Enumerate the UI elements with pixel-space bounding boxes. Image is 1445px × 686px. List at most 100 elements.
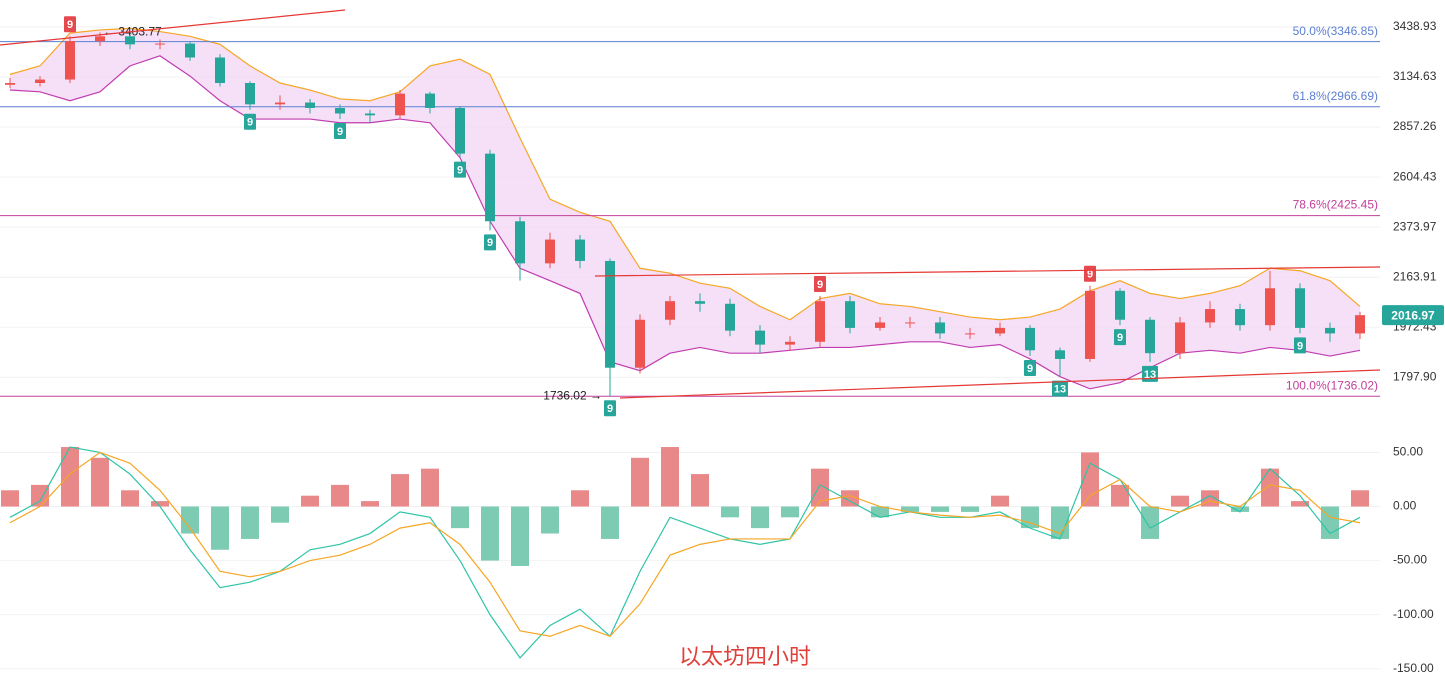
macd-bar [781, 506, 799, 518]
td-marker-label: 9 [337, 126, 343, 138]
channel-bottom [619, 369, 1381, 399]
band-upper [9, 27, 1361, 321]
candle-body [215, 57, 225, 84]
macd-bar [451, 506, 469, 529]
y-tick-label: -50.00 [1393, 553, 1427, 567]
macd-bar [931, 506, 949, 512]
macd-bar [601, 506, 619, 539]
macd-bar [1231, 506, 1249, 512]
macd-bar [121, 490, 139, 507]
fib-label: 61.8%(2966.69) [1293, 89, 1378, 103]
candle-body [305, 102, 315, 108]
td-marker-label: 9 [1297, 340, 1303, 352]
candle-body [665, 301, 675, 320]
macd-bar [751, 506, 769, 529]
macd-bar [871, 506, 889, 518]
td-marker-label: 9 [457, 165, 463, 177]
y-tick-label: 50.00 [1393, 445, 1423, 459]
candle-body [785, 341, 795, 345]
price-annotation: 1736.02 → [543, 388, 602, 402]
td-marker [454, 161, 466, 178]
candle-body [5, 83, 15, 85]
td-marker-label: 13 [1054, 384, 1066, 396]
td-marker [1294, 337, 1306, 354]
candle-body [725, 303, 735, 331]
macd-bar [691, 474, 709, 507]
macd-bar [1291, 501, 1309, 507]
candle-body [365, 113, 375, 116]
candle-body [1295, 288, 1305, 328]
macd-bar [181, 506, 199, 534]
candle-body [65, 41, 75, 80]
trend-line [0, 9, 346, 46]
candle-body [755, 330, 765, 345]
candle-body [125, 36, 135, 45]
candle-body [605, 260, 615, 368]
candle-body [905, 322, 915, 324]
td-marker [1052, 380, 1068, 397]
macd-bar [631, 457, 649, 507]
macd-bar [541, 506, 559, 534]
candle-body [455, 107, 465, 154]
macd-bar [571, 490, 589, 507]
candle-body [1265, 288, 1275, 326]
macd-bar [1141, 506, 1159, 539]
td-marker-label: 9 [1027, 363, 1033, 375]
band-lower [9, 55, 1361, 390]
macd-bar [61, 447, 79, 507]
macd-line [9, 451, 1361, 637]
y-tick-label: -100.00 [1393, 607, 1434, 621]
candle-body [635, 319, 645, 368]
td-marker-label: 9 [607, 403, 613, 415]
candle-body [575, 239, 585, 261]
td-marker-label: 9 [67, 19, 73, 31]
macd-bar [151, 501, 169, 507]
td-marker-label: 9 [247, 117, 253, 129]
candle-body [1055, 350, 1065, 359]
macd-bar [1201, 490, 1219, 507]
candle-body [335, 107, 345, 114]
candle-body [1025, 327, 1035, 351]
candle-body [995, 327, 1005, 334]
macd-line [9, 446, 1361, 659]
macd-bar [331, 484, 349, 507]
last-price-tag [1382, 305, 1444, 326]
candle-body [155, 43, 165, 45]
td-marker [484, 234, 496, 251]
candle-body [695, 301, 705, 304]
macd-bar [271, 506, 289, 523]
macd-bar [1111, 484, 1129, 507]
candle-body [545, 239, 555, 264]
td-marker-label: 9 [487, 237, 493, 249]
y-tick-label: 2373.97 [1393, 219, 1437, 233]
band-fill [10, 28, 1360, 389]
macd-bar [841, 490, 859, 507]
fib-label: 78.6%(2425.45) [1293, 198, 1378, 212]
macd-bar [31, 484, 49, 507]
macd-bar [1261, 468, 1279, 507]
candle-body [1205, 309, 1215, 323]
macd-bar [421, 468, 439, 507]
y-tick-label: 3134.63 [1393, 69, 1437, 83]
candle-body [815, 301, 825, 342]
macd-bar [481, 506, 499, 561]
macd-bar [1051, 506, 1069, 539]
candle-body [875, 322, 885, 328]
macd-bar [811, 468, 829, 507]
td-marker-label: 9 [817, 279, 823, 291]
y-tick-label: 2163.91 [1393, 269, 1437, 283]
macd-bar [211, 506, 229, 550]
candle-body [485, 153, 495, 222]
channel-top [594, 266, 1381, 277]
y-tick-label: 0.00 [1393, 499, 1417, 513]
fib-label: 100.0%(1736.02) [1286, 378, 1378, 392]
td-marker [604, 400, 616, 417]
candle-body [1145, 319, 1155, 354]
y-tick-label: 3438.93 [1393, 19, 1437, 33]
candle-body [965, 333, 975, 335]
candle-body [1085, 290, 1095, 359]
candle-body [1235, 309, 1245, 326]
candle-body [185, 43, 195, 58]
candle-body [35, 79, 45, 84]
